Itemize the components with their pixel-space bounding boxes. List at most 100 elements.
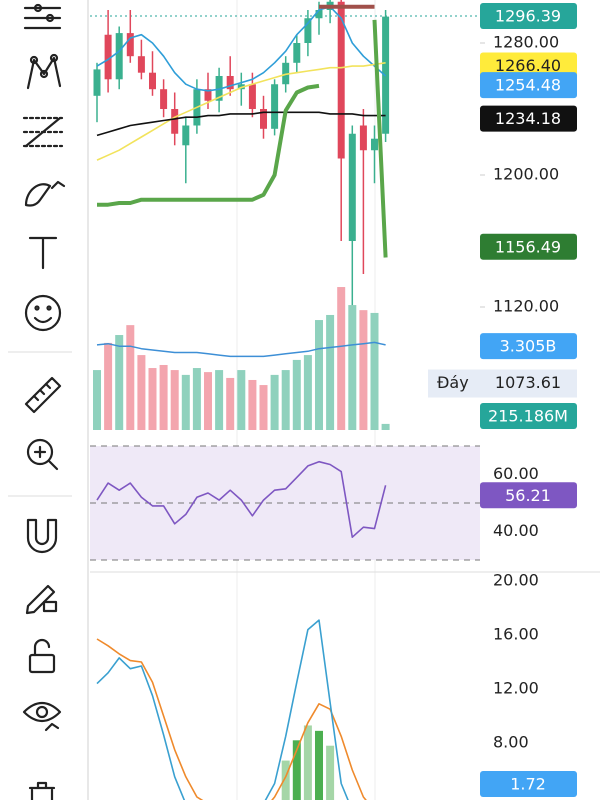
tool-ruler[interactable] [24,376,62,414]
candle-body [137,56,145,73]
volume-bar [381,423,390,430]
candle-body [271,84,279,129]
volume-bar [215,370,224,430]
price-badge [480,403,577,429]
price-badge-label: 1234.18 [495,109,561,128]
volume-bar [370,312,379,430]
volume-bar [181,374,190,430]
volume-bar [148,368,157,430]
tool-lock-draw[interactable] [25,584,58,615]
volume-bar [326,314,335,430]
price-badge-label: 1.72 [510,775,546,794]
volume-bar [303,355,312,430]
volume-bar [137,355,146,430]
price-badge [480,771,577,797]
price-badge-label: 1156.49 [495,237,561,256]
candle-body [359,125,367,151]
candle-body [160,89,168,109]
histogram-bar [281,760,290,800]
price-badge-label: 215.186M [488,407,568,426]
y-tick-label: 1120.00 [493,296,559,315]
price-badge-label: 1266.40 [495,56,561,75]
volume-bar [281,370,290,430]
histogram-bar [303,725,312,800]
volume-bar [170,370,179,430]
volume-bar [259,385,268,430]
volume-bar [126,325,135,430]
price-badge [480,52,577,79]
tool-emoji[interactable] [24,294,62,332]
y-tick-label: 40.00 [493,521,539,540]
volume-bar [226,377,235,430]
histogram-bar [315,730,323,800]
price-badge [480,105,577,132]
candle-body [149,72,156,90]
candle-body [337,1,345,159]
price-badge [480,72,577,99]
candle-body [171,108,179,134]
price-badge [480,482,577,509]
price-badge [480,2,577,29]
candle-body [293,42,301,63]
candle-body [371,138,378,151]
oscillator-plot [96,619,367,800]
volume-ma [96,341,386,358]
price-badge [480,233,577,260]
y-tick-label: 12.00 [493,678,539,697]
low-marker-label: 1073.61 [495,373,561,392]
candle-body [260,108,267,129]
volume-bar [192,368,201,430]
price-badge-label: 1296.39 [495,6,561,25]
y-tick-label: 60.00 [493,464,539,483]
candle-body [104,34,112,80]
low-marker-bg [428,369,577,398]
price-badge-label: 56.21 [505,486,551,505]
candle-body [126,33,134,57]
histogram-bar [292,740,301,800]
rsi-line [96,460,387,538]
histogram-bar [326,745,335,800]
tool-unlock[interactable] [28,638,56,674]
low-marker-tag: Đáy [437,373,469,392]
tool-brush[interactable] [24,180,66,207]
volume-bar [104,342,113,430]
volume-bar [115,335,124,430]
volume-bar [359,310,368,430]
tool-text[interactable] [28,236,58,270]
indicator-line [96,111,386,137]
volume-bar [93,370,101,430]
volume-bar [204,372,212,430]
tool-zoom[interactable] [26,438,59,471]
candle-body [204,89,212,101]
price-badge-label: 1254.48 [495,76,561,95]
y-tick-label: 16.00 [493,624,539,643]
indicator-line [97,19,388,258]
tool-delete[interactable] [28,781,56,800]
candle-body [226,75,234,90]
tool-lines[interactable] [23,3,62,30]
volume-bar [270,374,279,430]
volume-bar [159,364,168,430]
y-tick-label: 8.00 [493,733,529,752]
indicator-line [96,5,387,92]
price-plot [90,0,480,382]
y-tick-label: 1200.00 [493,164,559,183]
tool-fib[interactable] [22,116,64,148]
tool-magnet[interactable] [26,518,58,554]
volume-bar [248,379,257,430]
volume-bar [337,287,346,430]
candle-body [93,69,101,96]
candle-body [248,84,256,109]
candle-body [304,18,312,43]
indicator-line [96,62,386,161]
tool-pattern[interactable] [26,53,62,90]
tool-visibility[interactable] [22,701,62,732]
candle-body [182,125,190,146]
y-tick-label: 20.00 [493,570,539,589]
candle-body [348,133,356,241]
candle-body [315,9,323,19]
oscillator-line [96,638,367,800]
volume-bar [315,320,323,430]
price-badge [480,333,577,360]
